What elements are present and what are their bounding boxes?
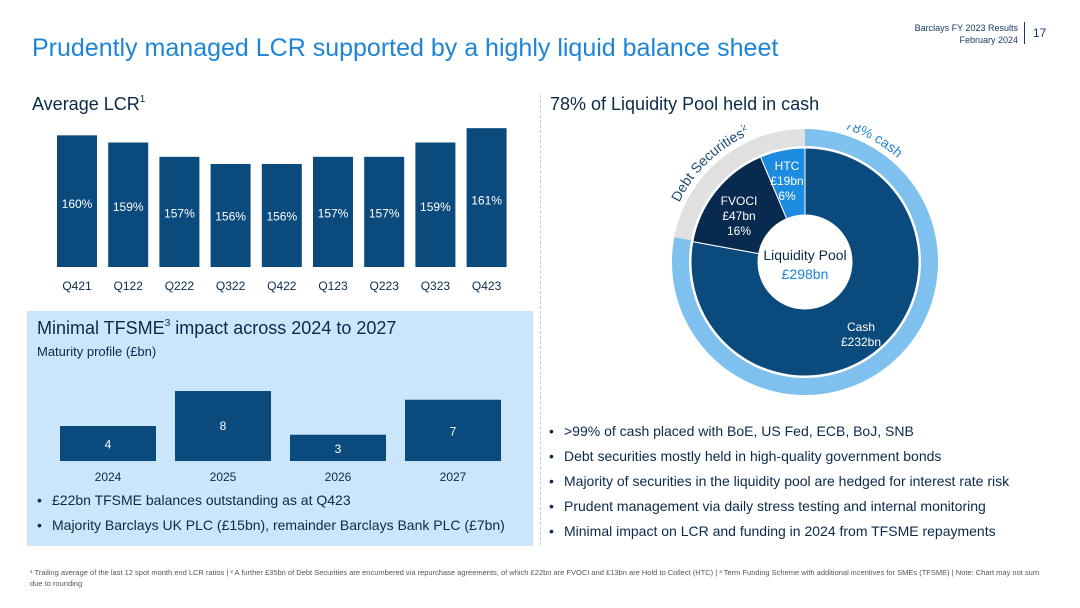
lcr-bar: [364, 156, 405, 267]
lcr-bar-label: 159%: [420, 200, 451, 214]
lcr-bar-label: 156%: [215, 210, 246, 224]
page-number: 17: [1033, 26, 1047, 40]
lcr-x-tick: Q421: [62, 279, 92, 293]
tfsme-bar: [290, 434, 386, 461]
lcr-x-tick: Q322: [216, 279, 246, 293]
tfsme-title-post: impact across 2024 to 2027: [170, 318, 397, 338]
pool-bullet: Minimal impact on LCR and funding in 202…: [547, 523, 1009, 539]
cash-slice-name: Cash: [847, 320, 875, 334]
tfsme-subtitle: Maturity profile (£bn): [37, 344, 157, 359]
tfsme-bar-label: 4: [105, 438, 112, 452]
lcr-section-title: Average LCR1: [32, 94, 145, 115]
fvoci-slice-pct: 16%: [727, 224, 751, 238]
liquidity-pool-donut: Liquidity Pool £298bn Cash£232bn FVOCI£47bn…: [668, 125, 938, 395]
tfsme-footnote-ref: 3: [164, 318, 171, 329]
lcr-bar-label: 156%: [266, 210, 297, 224]
lcr-bar-label: 161%: [471, 194, 502, 208]
fvoci-slice-name: FVOCI: [721, 194, 758, 208]
lcr-bar: [108, 142, 149, 267]
lcr-x-tick: Q222: [165, 279, 195, 293]
pool-center-label: Liquidity Pool: [763, 247, 846, 263]
lcr-bar-label: 157%: [369, 206, 400, 220]
tfsme-x-tick: 2027: [440, 470, 467, 484]
debt-ring-footnote-ref: 2: [739, 125, 748, 133]
tfsme-bar: [405, 399, 501, 461]
lcr-bar: [210, 164, 251, 267]
htc-slice: [759, 147, 806, 220]
tfsme-title: Minimal TFSME3 impact across 2024 to 202…: [37, 318, 396, 339]
lcr-footnote-ref: 1: [139, 94, 146, 105]
pool-bullet: Prudent management via daily stress test…: [547, 498, 1009, 514]
lcr-x-tick: Q123: [318, 279, 348, 293]
lcr-x-tick: Q423: [472, 279, 502, 293]
page-title: Prudently managed LCR supported by a hig…: [32, 34, 779, 62]
pool-bullet: Debt securities mostly held in high-qual…: [547, 448, 1009, 464]
footnote: ¹ Trailing average of the last 12 spot m…: [30, 568, 1040, 588]
pool-center-value: £298bn: [782, 266, 829, 282]
header-divider: [1024, 22, 1025, 44]
pool-section-title: 78% of Liquidity Pool held in cash: [550, 94, 820, 114]
htc-slice-pct: 6%: [778, 189, 796, 203]
tfsme-bar-chart: 4 2024 8 2025 3 2026 7 2027: [60, 391, 501, 484]
pool-bullet: Majority of securities in the liquidity …: [547, 473, 1009, 489]
lcr-bar: [313, 156, 353, 267]
tfsme-panel: Minimal TFSME3 impact across 2024 to 202…: [27, 311, 533, 546]
tfsme-bar: [175, 391, 271, 461]
tfsme-bullet: Majority Barclays UK PLC (£15bn), remain…: [35, 517, 505, 533]
lcr-bar-label: 157%: [164, 206, 195, 220]
cash-slice-value: £232bn: [841, 335, 881, 349]
lcr-bar: [466, 128, 507, 267]
lcr-bar-chart: 160% Q421 159% Q122 157% Q222 156% Q322 156% Q422…: [57, 128, 507, 293]
pool-bullets: >99% of cash placed with BoE, US Fed, EC…: [547, 423, 1009, 539]
lcr-x-tick: Q223: [370, 279, 400, 293]
report-name: Barclays FY 2023 Results: [914, 23, 1018, 33]
tfsme-title-pre: Minimal TFSME: [37, 318, 165, 338]
lcr-x-tick: Q323: [421, 279, 451, 293]
lcr-bar-label: 160%: [62, 197, 93, 211]
tfsme-x-tick: 2024: [95, 470, 122, 484]
tfsme-bar-label: 3: [335, 442, 342, 456]
lcr-bar-label: 159%: [113, 200, 144, 214]
lcr-bar: [415, 142, 456, 267]
tfsme-bar-label: 8: [220, 419, 227, 433]
report-meta: Barclays FY 2023 Results February 2024: [915, 22, 1018, 46]
lcr-x-tick: Q422: [267, 279, 297, 293]
lcr-bar: [261, 164, 302, 267]
htc-slice-value: £19bn: [770, 174, 803, 188]
cash-slice: [690, 147, 920, 377]
donut-hole: [759, 216, 851, 308]
tfsme-bullets: £22bn TFSME balances outstanding as at Q…: [35, 492, 505, 533]
lcr-title-text: Average LCR: [32, 94, 140, 114]
lcr-x-tick: Q122: [114, 279, 144, 293]
column-divider: [540, 95, 541, 545]
fvoci-slice-value: £47bn: [722, 209, 755, 223]
report-date: February 2024: [959, 35, 1018, 45]
tfsme-x-tick: 2026: [325, 470, 352, 484]
tfsme-bullet: £22bn TFSME balances outstanding as at Q…: [35, 492, 505, 508]
tfsme-x-tick: 2025: [210, 470, 237, 484]
debt-ring-segment: [674, 129, 805, 241]
tfsme-bar: [60, 426, 156, 461]
pool-bullet: >99% of cash placed with BoE, US Fed, EC…: [547, 423, 1009, 439]
lcr-bar: [159, 156, 200, 267]
lcr-bar: [57, 135, 97, 267]
htc-slice-name: HTC: [775, 159, 800, 173]
tfsme-bar-label: 7: [450, 424, 457, 438]
lcr-bar-label: 157%: [318, 206, 349, 220]
